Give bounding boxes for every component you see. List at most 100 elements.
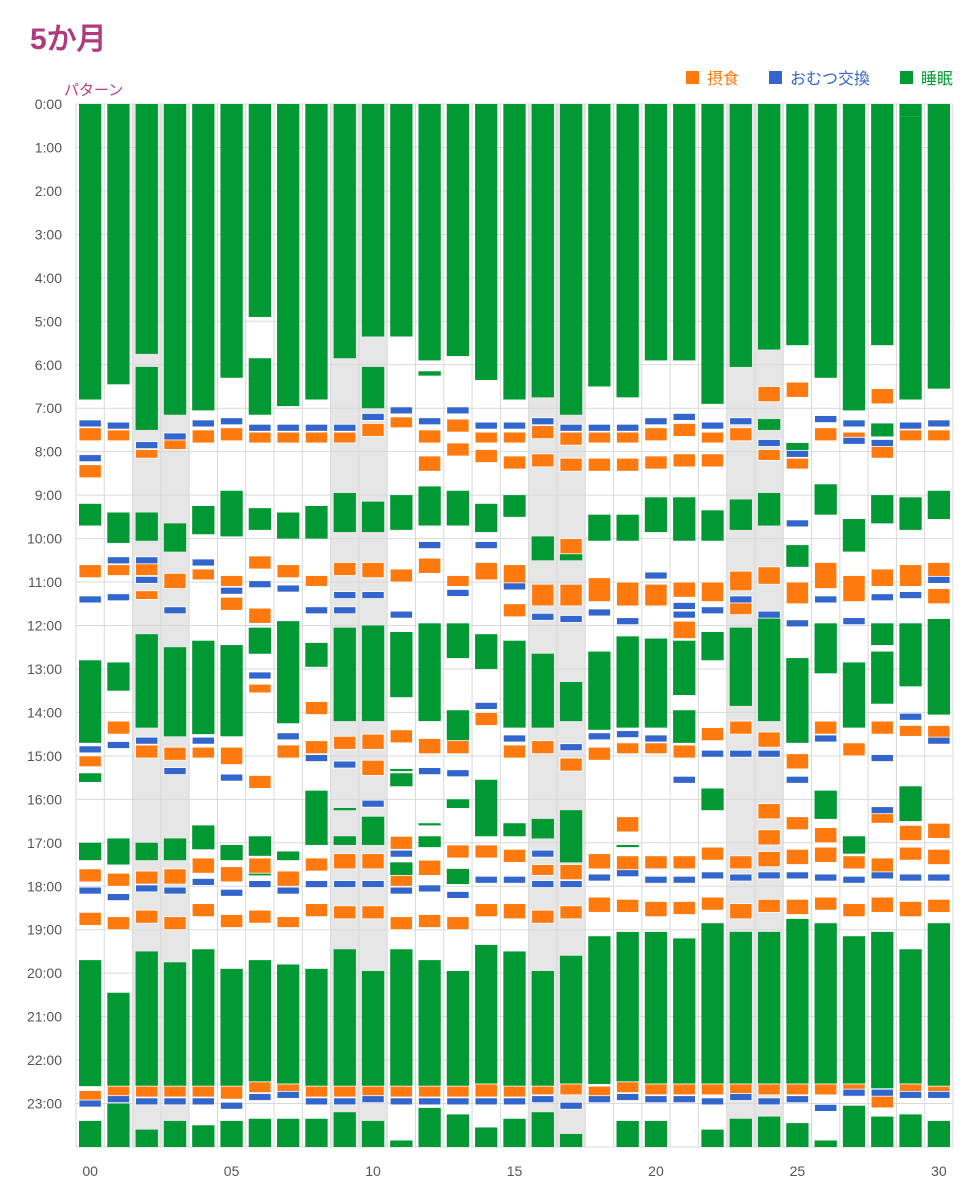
diaper-marker [616, 617, 640, 626]
sleep-bar [559, 955, 583, 1087]
diaper-marker [389, 849, 413, 858]
feeding-bar [899, 846, 923, 861]
diaper-marker [276, 423, 300, 432]
diaper-marker [361, 799, 385, 808]
diaper-marker [304, 1097, 329, 1106]
feeding-bar [814, 720, 838, 735]
sleep-bar [135, 634, 158, 728]
sleep-bar [757, 104, 781, 350]
feeding-bar [729, 855, 753, 870]
diaper-marker [135, 1097, 159, 1106]
feeding-bar [785, 457, 809, 470]
sleep-bar [333, 627, 356, 722]
diaper-marker [163, 886, 187, 895]
sleep-bar [842, 836, 866, 854]
diaper-marker [785, 871, 809, 880]
sleep-bar [701, 104, 724, 404]
sleep-bar [277, 851, 300, 861]
sleep-bar [248, 836, 272, 856]
diaper-marker [502, 875, 527, 884]
feeding-bar [757, 731, 781, 748]
feeding-bar [927, 588, 951, 605]
feeding-bar [78, 868, 102, 883]
feeding-bar [729, 570, 753, 592]
diaper-marker [899, 421, 923, 430]
sleep-bar [220, 490, 243, 537]
feeding-bar [729, 427, 753, 442]
diaper-marker [814, 1103, 838, 1112]
sleep-bar [390, 104, 413, 337]
sleep-bar [305, 1118, 328, 1147]
sleep-bar [418, 623, 441, 722]
feeding-bar [644, 455, 668, 470]
diaper-marker [785, 775, 809, 784]
feeding-bar [616, 431, 640, 444]
sleep-bar [361, 104, 385, 337]
feeding-bar [163, 746, 187, 761]
diaper-marker [163, 606, 187, 615]
diaper-marker [333, 880, 357, 888]
diaper-marker [587, 608, 611, 617]
sleep-bar [786, 104, 809, 346]
feeding-bar [842, 903, 866, 918]
feeding-bar [700, 1083, 725, 1096]
sleep-bar [305, 642, 328, 667]
feeding-bar [842, 855, 866, 870]
sleep-bar [559, 681, 583, 722]
feeding-bar [248, 909, 272, 924]
diaper-marker [446, 589, 470, 597]
sleep-bar [786, 658, 809, 743]
sleep-bar [588, 651, 611, 730]
feeding-bar [785, 1083, 809, 1096]
sleep-bar [163, 647, 187, 737]
feeding-bar [616, 898, 640, 913]
y-tick-label: 0:00 [35, 96, 62, 112]
sleep-bar [475, 944, 498, 1087]
diaper-marker [276, 584, 300, 593]
sleep-bar [418, 371, 441, 376]
diaper-marker [106, 556, 130, 565]
feeding-bar [785, 581, 809, 605]
feeding-bar [474, 449, 498, 463]
feeding-bar [757, 1083, 781, 1096]
sleep-bar [616, 1120, 639, 1147]
feeding-bar [163, 916, 187, 931]
diaper-marker [191, 1097, 215, 1106]
feeding-bar [135, 590, 159, 600]
feeding-bar [418, 914, 442, 928]
diaper-marker [78, 886, 102, 895]
sleep-bar [277, 621, 300, 724]
sleep-bar [871, 931, 894, 1089]
feeding-bar [248, 857, 272, 874]
sleep-bar [701, 923, 724, 1087]
diaper-marker [191, 419, 215, 428]
feeding-bar [389, 916, 413, 931]
feeding-bar [870, 720, 894, 735]
sleep-bar [814, 1140, 837, 1147]
sleep-bar [390, 632, 413, 698]
sleep-bar [277, 104, 300, 407]
diaper-marker [502, 1097, 527, 1106]
sleep-bar [418, 960, 441, 1087]
feeding-bar [757, 829, 781, 846]
feeding-bar [559, 757, 583, 772]
diaper-marker [135, 736, 159, 745]
x-tick-label: 05 [224, 1163, 240, 1179]
feeding-bar [163, 1085, 187, 1098]
diaper-marker [502, 734, 527, 743]
sleep-bar [79, 842, 102, 861]
sleep-bar [135, 951, 158, 1087]
diaper-marker [559, 423, 583, 432]
sleep-bar [842, 104, 866, 411]
feeding-bar [304, 740, 329, 755]
feeding-bar [559, 905, 583, 920]
diaper-marker [729, 595, 753, 604]
sleep-bar [871, 423, 894, 437]
feeding-bar [276, 870, 300, 887]
sleep-bar [531, 970, 554, 1087]
diaper-marker [757, 610, 781, 619]
sleep-bar [277, 964, 300, 1087]
diaper-marker [785, 519, 809, 528]
sleep-bar [390, 773, 413, 787]
diaper-marker [418, 884, 442, 893]
